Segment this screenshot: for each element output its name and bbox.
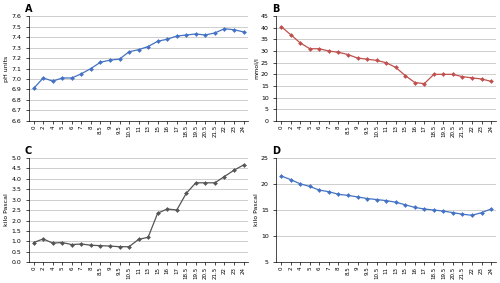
Text: B: B (272, 4, 280, 14)
Y-axis label: pH units: pH units (4, 55, 9, 82)
Text: D: D (272, 145, 280, 156)
Y-axis label: mmol/l: mmol/l (254, 58, 259, 80)
Y-axis label: kilo Pascal: kilo Pascal (254, 194, 259, 226)
Text: A: A (24, 4, 32, 14)
Text: C: C (24, 145, 32, 156)
Y-axis label: kilo Pascal: kilo Pascal (4, 194, 10, 226)
